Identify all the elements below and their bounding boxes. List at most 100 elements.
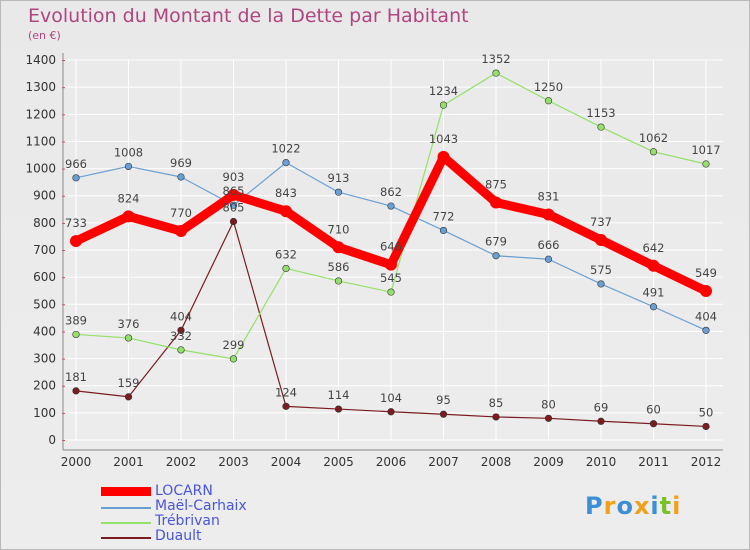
y-tick-label: 0 bbox=[48, 433, 56, 447]
data-point-duault bbox=[597, 417, 605, 425]
data-label-trebrivan: 1352 bbox=[481, 52, 510, 66]
y-tick-label: 1000 bbox=[25, 162, 56, 176]
data-label-trebrivan: 545 bbox=[380, 271, 402, 285]
data-point-duault bbox=[649, 420, 658, 428]
data-label-mael-carhaix: 862 bbox=[380, 185, 402, 199]
data-point-locarn bbox=[122, 210, 135, 223]
x-tick-label: 2005 bbox=[323, 455, 354, 469]
y-tick-label: 600 bbox=[33, 270, 56, 284]
data-label-trebrivan: 299 bbox=[223, 338, 245, 352]
data-point-duault bbox=[282, 402, 290, 410]
legend-swatch-trebrivan bbox=[101, 522, 151, 524]
data-label-trebrivan: 332 bbox=[170, 329, 192, 343]
data-point-trebrivan bbox=[387, 288, 395, 296]
data-label-locarn: 733 bbox=[65, 216, 87, 230]
legend-label-trebrivan: Trébrivan bbox=[155, 513, 220, 529]
data-point-trebrivan bbox=[177, 346, 185, 354]
data-label-duault: 805 bbox=[223, 201, 245, 215]
data-label-trebrivan: 1017 bbox=[691, 143, 720, 157]
y-tick-label: 400 bbox=[33, 324, 56, 338]
chart-title: Evolution du Montant de la Dette par Hab… bbox=[28, 5, 469, 27]
data-point-mael-carhaix bbox=[544, 255, 553, 263]
y-tick-label: 900 bbox=[33, 189, 56, 203]
data-point-locarn bbox=[332, 241, 345, 254]
data-label-locarn: 831 bbox=[538, 189, 560, 203]
data-point-mael-carhaix bbox=[649, 303, 658, 311]
x-tick-label: 2011 bbox=[638, 455, 669, 469]
data-point-trebrivan bbox=[544, 97, 553, 105]
x-tick-label: 2009 bbox=[533, 455, 564, 469]
data-point-trebrivan bbox=[282, 264, 290, 273]
data-point-trebrivan bbox=[124, 334, 133, 342]
data-point-mael-carhaix bbox=[492, 252, 500, 260]
data-point-locarn bbox=[437, 150, 450, 163]
data-label-duault: 124 bbox=[275, 385, 297, 399]
data-label-trebrivan: 1153 bbox=[586, 106, 615, 120]
data-label-duault: 85 bbox=[489, 396, 504, 410]
data-point-trebrivan bbox=[72, 330, 80, 339]
data-point-locarn bbox=[385, 258, 397, 271]
data-point-mael-carhaix bbox=[72, 174, 80, 182]
data-point-locarn bbox=[647, 259, 660, 272]
data-point-mael-carhaix bbox=[597, 280, 605, 288]
data-point-duault bbox=[177, 326, 185, 334]
y-tick-label: 100 bbox=[33, 406, 56, 420]
data-point-trebrivan bbox=[702, 160, 710, 168]
data-point-trebrivan bbox=[597, 123, 605, 131]
x-tick-label: 2004 bbox=[271, 455, 302, 469]
data-label-mael-carhaix: 969 bbox=[170, 156, 192, 170]
data-label-trebrivan: 376 bbox=[118, 317, 140, 331]
data-label-duault: 69 bbox=[594, 400, 609, 414]
data-point-trebrivan bbox=[334, 277, 343, 285]
legend-label-mael-carhaix: Maël-Carhaix bbox=[155, 498, 247, 514]
data-point-locarn bbox=[490, 196, 502, 209]
data-label-locarn: 824 bbox=[118, 191, 140, 205]
data-labels: 733 824 770 903 843 710 646 1043 875 831 737 642 549… bbox=[65, 52, 721, 419]
data-label-locarn: 875 bbox=[485, 178, 507, 192]
data-label-trebrivan: 632 bbox=[275, 247, 297, 261]
data-label-locarn: 710 bbox=[328, 222, 350, 236]
data-label-duault: 404 bbox=[170, 309, 192, 323]
data-label-mael-carhaix: 666 bbox=[538, 238, 560, 252]
data-point-duault bbox=[439, 410, 448, 418]
data-label-locarn: 642 bbox=[643, 241, 665, 255]
data-point-locarn bbox=[280, 205, 292, 218]
legend-label-duault: Duault bbox=[155, 528, 202, 544]
x-tick-label: 2010 bbox=[586, 455, 617, 469]
data-label-duault: 80 bbox=[541, 397, 556, 411]
data-label-duault: 114 bbox=[328, 388, 350, 402]
legend-label-locarn: LOCARN bbox=[155, 483, 213, 499]
data-point-locarn bbox=[700, 285, 712, 298]
x-tick-label: 2000 bbox=[61, 455, 92, 469]
data-point-mael-carhaix bbox=[334, 188, 343, 196]
data-label-trebrivan: 1234 bbox=[429, 84, 458, 98]
data-label-trebrivan: 1062 bbox=[639, 131, 668, 145]
data-point-locarn bbox=[542, 208, 555, 221]
data-point-duault bbox=[544, 414, 553, 422]
data-label-locarn: 770 bbox=[170, 206, 192, 220]
data-point-mael-carhaix bbox=[702, 326, 710, 334]
data-point-locarn bbox=[227, 188, 240, 201]
data-point-trebrivan bbox=[439, 101, 448, 109]
x-tick-label: 2012 bbox=[691, 455, 722, 469]
data-point-trebrivan bbox=[649, 148, 658, 156]
data-label-trebrivan: 1250 bbox=[534, 80, 563, 94]
data-label-mael-carhaix: 913 bbox=[328, 171, 350, 185]
y-tick-label: 1400 bbox=[25, 53, 56, 67]
data-label-locarn: 903 bbox=[223, 170, 245, 184]
data-label-duault: 159 bbox=[118, 376, 140, 390]
x-tick-label: 2006 bbox=[376, 455, 407, 469]
series bbox=[70, 69, 712, 431]
data-point-locarn bbox=[595, 233, 607, 246]
x-tick-label: 2002 bbox=[166, 455, 197, 469]
data-label-duault: 60 bbox=[646, 403, 661, 417]
y-tick-label: 200 bbox=[33, 379, 56, 393]
x-tick-label: 2007 bbox=[428, 455, 459, 469]
data-label-mael-carhaix: 1008 bbox=[114, 145, 143, 159]
data-point-trebrivan bbox=[492, 69, 500, 77]
data-label-duault: 95 bbox=[436, 393, 451, 407]
y-tick-label: 1100 bbox=[25, 134, 56, 148]
data-point-mael-carhaix bbox=[282, 159, 290, 167]
